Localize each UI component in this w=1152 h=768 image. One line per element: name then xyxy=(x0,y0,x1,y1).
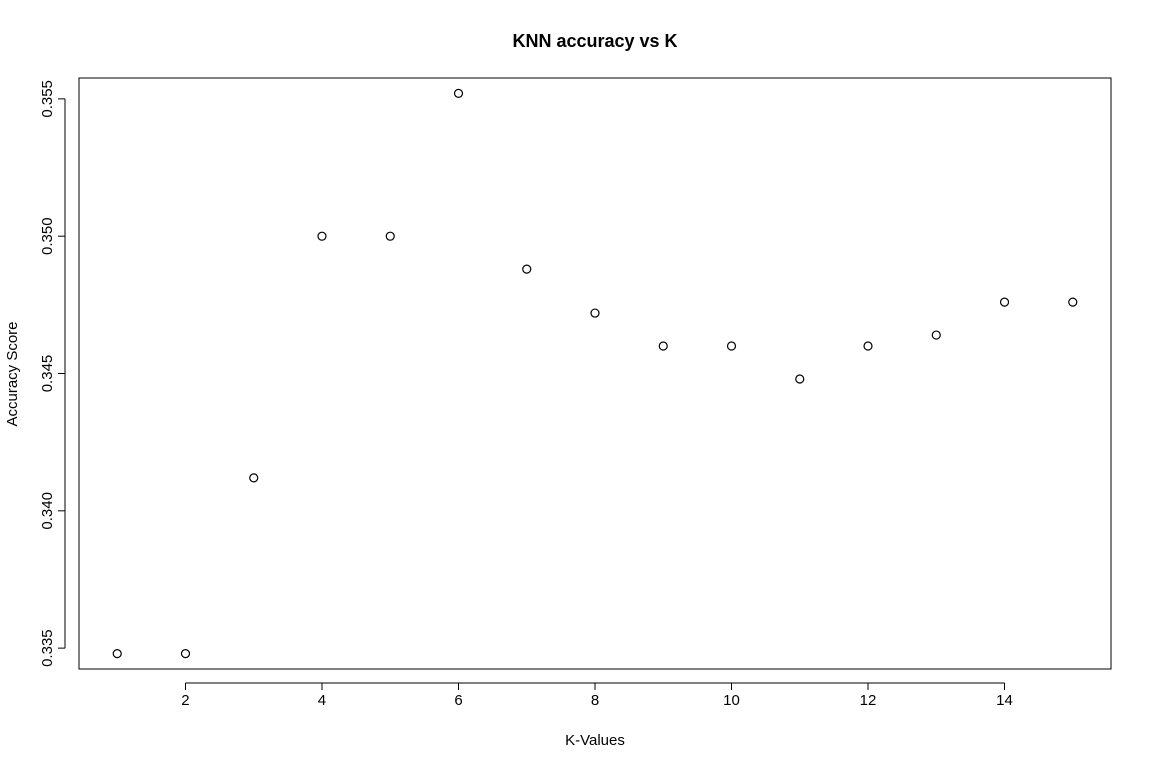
x-tick-label: 12 xyxy=(860,692,877,709)
data-point xyxy=(726,341,737,351)
data-point xyxy=(795,374,805,384)
data-point xyxy=(317,231,327,241)
chart-title: KNN accuracy vs K xyxy=(512,31,677,51)
data-point xyxy=(453,88,464,98)
x-tick-label: 14 xyxy=(996,692,1013,709)
data-point xyxy=(1068,297,1078,307)
data-point xyxy=(999,297,1010,307)
y-tick-label: 0.350 xyxy=(39,217,56,255)
plot-frame xyxy=(78,77,1112,670)
y-tick-label: 0.335 xyxy=(39,629,56,667)
x-tick-label: 2 xyxy=(181,692,189,709)
data-point xyxy=(385,231,395,241)
x-tick-label: 8 xyxy=(591,692,599,709)
y-tick-label: 0.355 xyxy=(39,80,56,118)
x-tick-label: 6 xyxy=(454,692,462,709)
data-point xyxy=(658,341,668,351)
data-point xyxy=(863,341,873,351)
y-axis: 0.335 0.340 0.345 0.350 0.355 xyxy=(39,80,66,667)
y-tick-label: 0.345 xyxy=(39,355,56,393)
x-tick-label: 10 xyxy=(723,692,740,709)
data-point xyxy=(180,649,191,659)
x-axis: 2 4 6 8 10 12 14 xyxy=(181,682,1013,709)
data-point xyxy=(522,264,532,274)
data-point xyxy=(590,308,600,318)
y-tick-label: 0.340 xyxy=(39,492,56,530)
y-axis-label: Accuracy Score xyxy=(4,321,21,426)
data-point xyxy=(931,330,941,340)
data-point xyxy=(249,473,259,483)
data-points xyxy=(112,88,1078,659)
x-tick-label: 4 xyxy=(318,692,326,709)
x-axis-label: K-Values xyxy=(565,732,625,749)
data-point xyxy=(112,649,122,659)
